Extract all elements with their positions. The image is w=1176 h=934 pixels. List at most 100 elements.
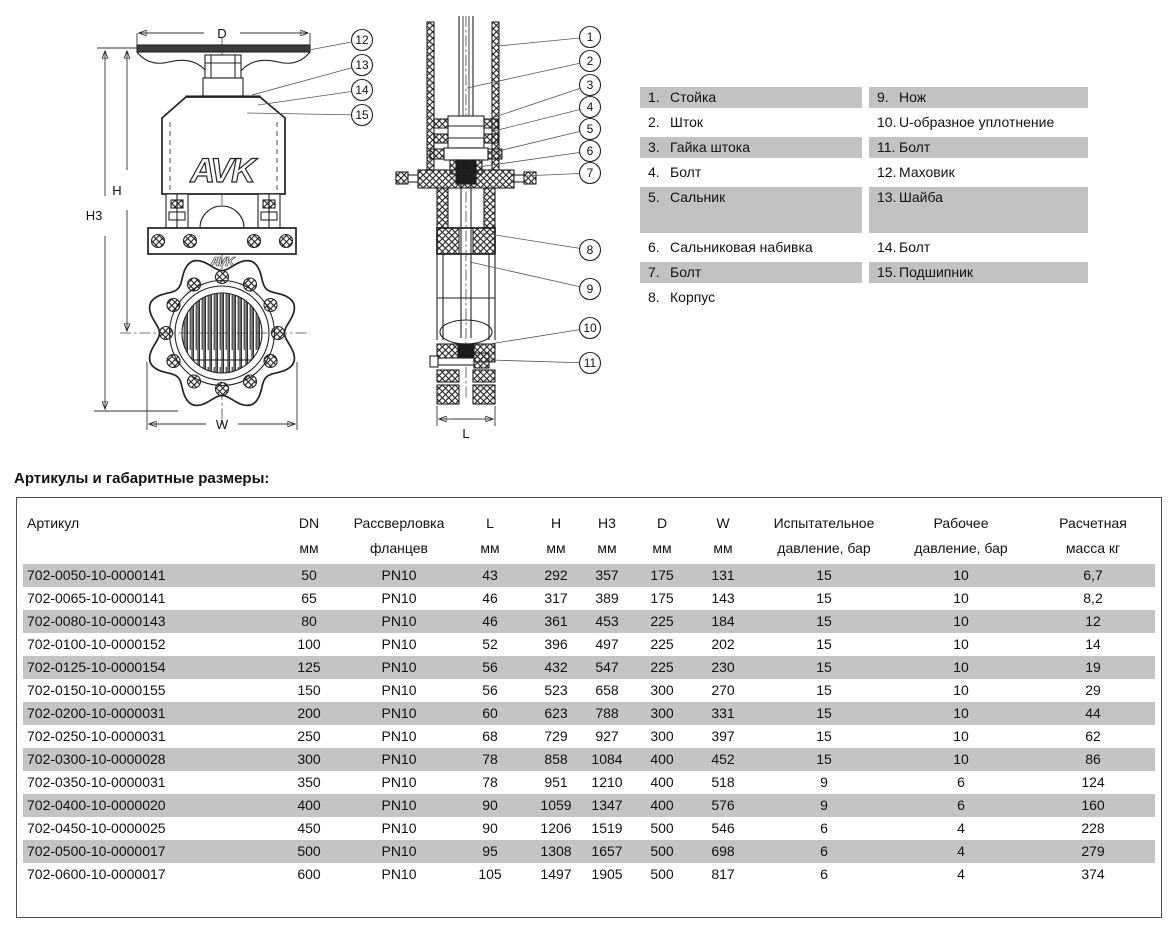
table-cell: 250 <box>297 728 321 744</box>
part-name: Нож <box>899 89 927 105</box>
part-name: Маховик <box>899 164 955 180</box>
table-cell: 10 <box>953 728 969 744</box>
table-cell: 78 <box>447 748 533 771</box>
table-cell: 9 <box>820 774 828 790</box>
callout-circle <box>578 73 602 97</box>
table-cell: 4 <box>957 820 965 836</box>
table-cell: 65 <box>301 590 317 606</box>
table-cell: PN10 <box>351 610 447 633</box>
table-cell: 317 <box>544 590 568 606</box>
parts-list-item: 5. Сальник <box>640 187 862 233</box>
table-cell: 95 <box>447 840 533 863</box>
parts-list-item: 4. Болт <box>640 162 862 183</box>
table-cell: 175 <box>650 590 674 606</box>
table-cell: 46 <box>447 610 533 633</box>
stem-boss <box>199 205 245 229</box>
table-cell: 396 <box>544 636 568 652</box>
parts-list-item: 6. Сальниковая набивка <box>640 237 862 258</box>
table-cell: 523 <box>544 682 568 698</box>
table-body: 702-0050-10-0000141 50 PN10 43 292 357 175 131 1… <box>23 564 1155 886</box>
table-cell: PN10 <box>351 748 447 771</box>
valve-technical-drawing: AVK AVK <box>86 16 602 441</box>
table-cell: 6 <box>820 820 828 836</box>
table-cell: 374 <box>1081 866 1105 882</box>
table-cell: 6 <box>820 866 828 882</box>
callout-circle <box>350 103 374 127</box>
callout-circle <box>578 277 602 301</box>
article-number-cell: 702-0200-10-0000031 <box>23 702 267 725</box>
article-number-cell: 702-0065-10-0000141 <box>27 590 166 606</box>
part-number: 10. <box>877 114 897 130</box>
table-cell: 500 <box>267 840 351 863</box>
table-cell: 623 <box>533 702 579 725</box>
table-cell: 86 <box>1031 748 1155 771</box>
table-cell: 500 <box>635 840 689 863</box>
callout-leader <box>482 84 591 122</box>
table-cell: 397 <box>711 728 735 744</box>
callout-leader <box>466 60 591 89</box>
column-header: Рассверловка фланцев <box>353 515 445 556</box>
callout-leader <box>482 232 591 251</box>
table-cell: 50 <box>267 564 351 587</box>
table-cell: 10 <box>953 682 969 698</box>
section-dimension-l: L <box>436 406 496 441</box>
parts-list-left-column: 1. Стойка 2. Шток 3. Гайка штока 4. Болт 5. Сальн… <box>640 87 862 312</box>
part-name: Болт <box>899 239 931 255</box>
table-cell: 300 <box>635 702 689 725</box>
table-cell: 658 <box>595 682 619 698</box>
part-number: 3. <box>648 139 660 155</box>
table-row: 702-0500-10-0000017 500 PN10 95 1308 1657 500 6… <box>23 840 1155 863</box>
flange-bolts <box>158 269 286 397</box>
u-seal <box>457 343 475 359</box>
callout-leader <box>497 36 591 47</box>
table-cell: 44 <box>1031 702 1155 725</box>
table-cell: 15 <box>816 636 832 652</box>
table-cell: 4 <box>957 866 965 882</box>
table-cell: 400 <box>635 794 689 817</box>
table-cell: PN10 <box>381 728 417 744</box>
table-cell: 400 <box>635 748 689 771</box>
part-name: Сальник <box>670 189 726 205</box>
table-cell: 15 <box>757 748 891 771</box>
table-cell: 450 <box>297 820 321 836</box>
knife <box>460 160 472 338</box>
part-number: 5. <box>648 189 660 205</box>
bottom-flange <box>429 343 496 405</box>
table-cell: 500 <box>650 866 674 882</box>
part-name: U-образное уплотнение <box>899 114 1055 130</box>
table-cell: PN10 <box>351 702 447 725</box>
table-cell: PN10 <box>381 774 417 790</box>
table-row: 702-0125-10-0000154 125 PN10 56 432 547 225 230… <box>23 656 1155 679</box>
table-cell: 60 <box>447 702 533 725</box>
callout-circle <box>578 139 602 163</box>
column-header: Рабочее давление, бар <box>914 515 1008 556</box>
table-cell: 1206 <box>540 820 572 836</box>
parts-list-item: 3. Гайка штока <box>640 137 862 158</box>
table-cell: 225 <box>635 610 689 633</box>
callout-circle <box>578 238 602 262</box>
table-cell: 56 <box>482 682 498 698</box>
table-cell: 15 <box>757 702 891 725</box>
avk-logo-small: AVK <box>209 254 236 269</box>
article-number-cell: 702-0150-10-0000155 <box>27 682 166 698</box>
front-callouts: 12 13 14 15 <box>246 28 374 127</box>
table-cell: 270 <box>711 682 735 698</box>
table-cell: 600 <box>297 866 321 882</box>
table-cell: 927 <box>595 728 619 744</box>
parts-list-item: 13. Шайба <box>869 187 1088 233</box>
column-header: Испытательное давление, бар <box>773 515 875 556</box>
table-cell: 518 <box>711 774 735 790</box>
table-cell: 150 <box>297 682 321 698</box>
parts-list-item: 15. Подшипник <box>869 262 1088 283</box>
table-row: 702-0050-10-0000141 50 PN10 43 292 357 175 131 1… <box>23 564 1155 587</box>
table-cell: 10 <box>891 564 1031 587</box>
table-cell: 331 <box>689 702 757 725</box>
table-title: Артикулы и габаритные размеры: <box>14 470 270 487</box>
table-cell: 497 <box>595 636 619 652</box>
part-number: 6. <box>648 239 660 255</box>
table-cell: 389 <box>595 590 619 606</box>
parts-list-item: 7. Болт <box>640 262 862 283</box>
callout-circle <box>578 95 602 119</box>
